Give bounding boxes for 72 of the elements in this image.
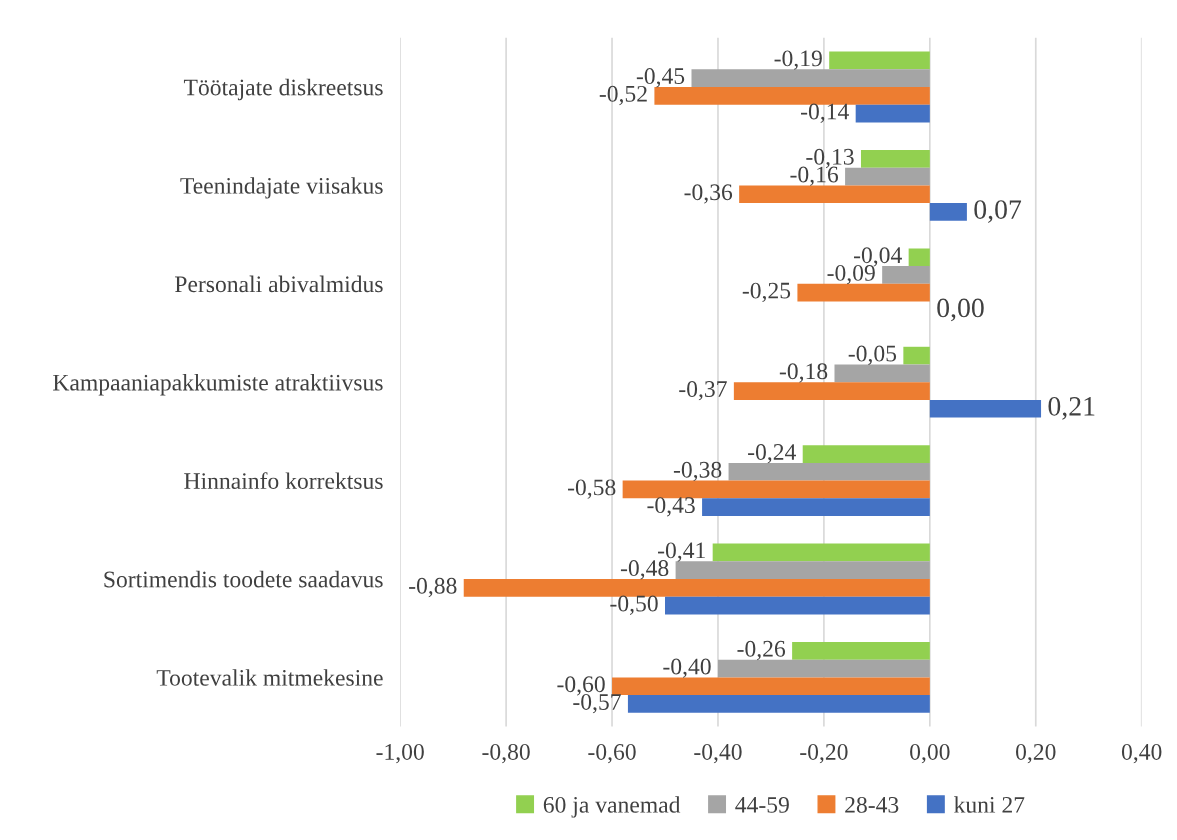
data-label: -0,13 xyxy=(806,148,854,169)
bar xyxy=(612,677,930,696)
data-label: -0,16 xyxy=(790,166,839,186)
bar xyxy=(463,579,930,597)
data-label: -0,88 xyxy=(409,577,457,598)
bar xyxy=(654,87,930,105)
legend-label: 44-59 xyxy=(735,796,789,813)
data-label: -0,48 xyxy=(620,560,669,580)
x-tick-label: -1,00 xyxy=(376,743,424,764)
bar xyxy=(829,51,930,70)
x-tick-label: -0,40 xyxy=(694,743,742,764)
bar xyxy=(691,69,930,87)
y-tick-label: Töötajate diskreetsus xyxy=(183,78,383,101)
bar xyxy=(860,149,930,168)
data-label: -0,18 xyxy=(779,363,828,383)
x-tick-label: 0,40 xyxy=(1121,743,1162,764)
bar xyxy=(665,596,930,615)
y-tick-label: Tootevalik mitmekesine xyxy=(156,669,383,686)
data-label: -0,04 xyxy=(853,247,902,267)
legend-label: kuni 27 xyxy=(954,796,1025,813)
bar xyxy=(834,364,930,383)
data-label: -0,05 xyxy=(848,345,897,365)
legend-label: 28-43 xyxy=(845,796,899,813)
bar xyxy=(882,266,930,284)
data-label: -0,60 xyxy=(557,676,605,696)
data-label: 0,07 xyxy=(974,200,1022,223)
data-label: -0,14 xyxy=(801,103,849,123)
bar xyxy=(728,462,930,481)
data-label: -0,43 xyxy=(647,497,695,517)
bar xyxy=(792,641,930,660)
data-label: -0,50 xyxy=(610,595,658,615)
bar xyxy=(802,445,930,463)
x-tick-label: -0,80 xyxy=(482,743,530,764)
x-tick-label: 0,20 xyxy=(1016,743,1056,764)
data-label: 0,00 xyxy=(937,298,984,322)
bar xyxy=(929,203,967,221)
bar xyxy=(739,185,930,204)
bar xyxy=(627,695,930,713)
data-label: -0,40 xyxy=(663,658,711,678)
bar xyxy=(712,543,930,562)
data-label: -0,26 xyxy=(737,640,786,661)
x-tick-label: -0,20 xyxy=(800,743,848,764)
y-tick-label: Hinnainfo korrektsus xyxy=(184,472,383,490)
data-label: 0,21 xyxy=(1048,396,1095,420)
y-tick-label: Sortimendis toodete saadavus xyxy=(104,570,383,588)
data-label: -0,09 xyxy=(827,264,875,285)
bar xyxy=(929,399,1042,418)
bar xyxy=(797,283,930,302)
bar xyxy=(622,480,930,499)
data-label: -0,24 xyxy=(748,444,796,464)
y-tick-label: Personali abivalmidus xyxy=(175,275,383,293)
bar xyxy=(733,382,930,400)
data-label: -0,57 xyxy=(573,693,621,714)
data-label: -0,19 xyxy=(774,50,822,70)
y-tick-label: Teenindajate viisakus xyxy=(180,177,383,199)
data-label: -0,38 xyxy=(673,461,722,482)
bar xyxy=(908,248,930,267)
y-tick-label: Kampaaniapakkumiste atraktiivsus xyxy=(53,374,383,396)
bar xyxy=(675,561,930,579)
legend-label: 60 ja vanemad xyxy=(543,796,681,818)
bar xyxy=(717,659,930,678)
data-label: -0,41 xyxy=(658,542,705,562)
x-tick-label: 0,00 xyxy=(910,743,950,764)
bar xyxy=(855,104,930,123)
data-label: -0,36 xyxy=(684,184,733,204)
x-tick-label: -0,60 xyxy=(588,743,636,764)
bar xyxy=(903,346,930,365)
bar xyxy=(845,167,930,186)
data-label: -0,25 xyxy=(742,282,791,302)
bar xyxy=(702,498,930,517)
data-label: -0,58 xyxy=(567,479,616,499)
data-label: -0,37 xyxy=(679,381,727,401)
